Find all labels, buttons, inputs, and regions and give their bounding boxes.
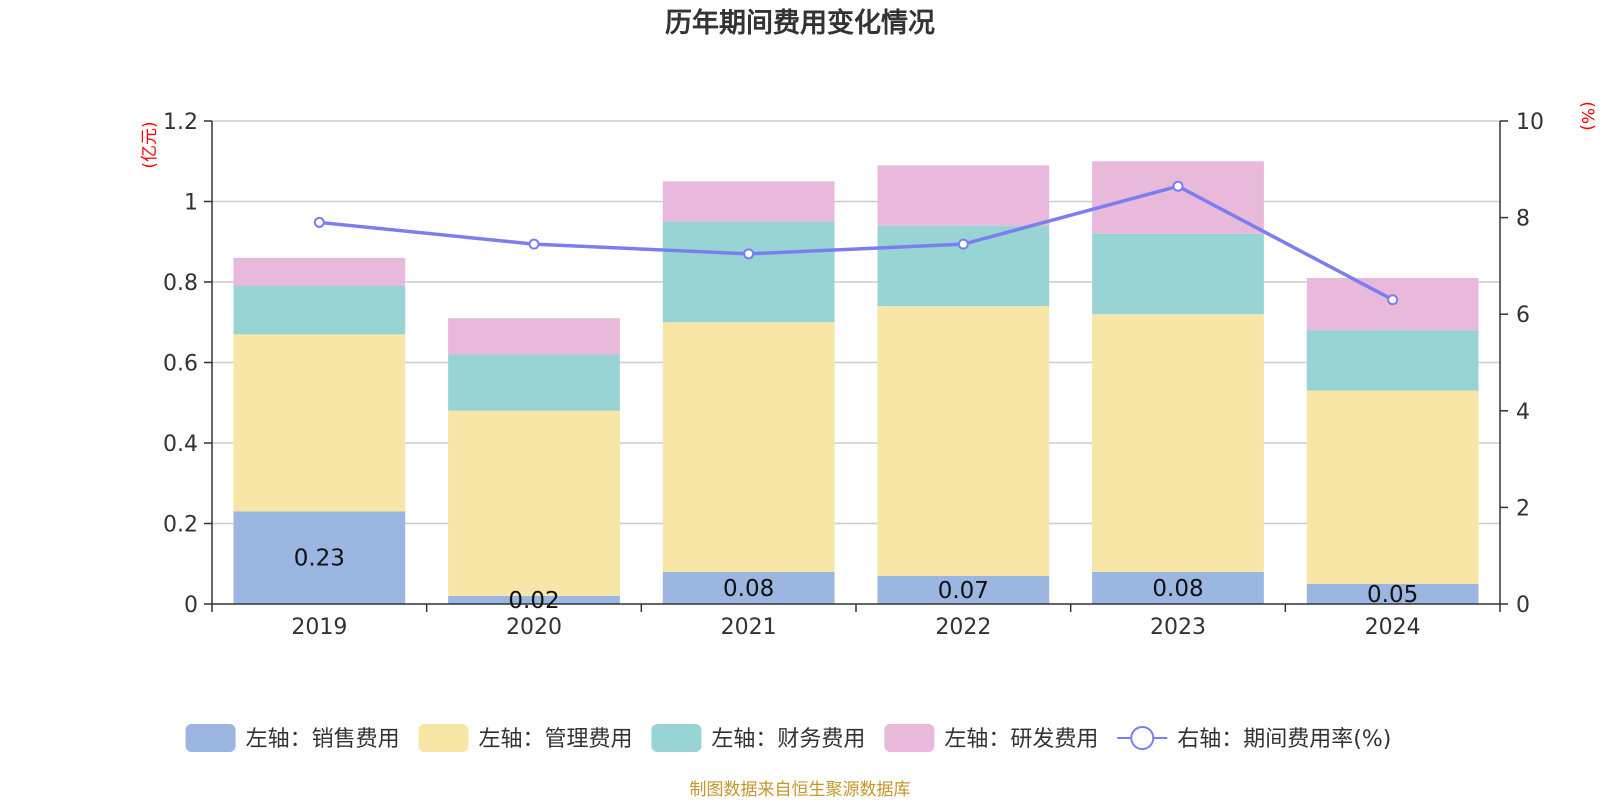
right-tick-label: 0 [1516,593,1530,618]
axes: 0 0.2 0.4 0.6 0.8 1 1.2 0 2 4 6 8 10 2019 2020 2021 2022… [140,101,1597,640]
left-axis-unit: (亿元) [140,121,160,168]
bar-label: 0.08 [1152,576,1203,602]
bar-label: 0.02 [508,588,559,614]
left-tick-label: 0.8 [163,271,198,296]
legend-label: 左轴：销售费用 [246,727,400,752]
legend-label: 左轴：财务费用 [711,727,865,752]
x-tick-label: 2024 [1365,615,1421,640]
legend-item[interactable]: 左轴：管理费用 [418,724,633,752]
bar-2022-s1 [877,306,1050,576]
bar-2022-s3 [877,165,1050,226]
bar-2023-s3 [1092,161,1264,234]
legend-label: 右轴：期间费用率(%) [1177,727,1391,752]
bar-2023-s2 [1092,233,1264,315]
legend-swatch [884,724,935,752]
bar-2024-s2 [1306,330,1479,391]
right-tick-label: 2 [1516,496,1530,521]
legend-item[interactable]: 右轴：期间费用率(%) [1117,726,1391,752]
bars [233,161,1479,604]
legend[interactable]: 左轴：销售费用 左轴：管理费用 左轴：财务费用 左轴：研发费用 右轴：期间费用率(%) [185,724,1392,752]
bar-label: 0.07 [938,578,989,604]
left-tick-label: 0.4 [163,432,198,457]
x-tick-label: 2019 [291,615,347,640]
rate-point [957,238,969,250]
bar-2019-s3 [233,257,406,287]
bar-label: 0.05 [1367,582,1418,608]
left-tick-label: 0.6 [163,352,198,377]
grid-lines [212,120,1500,525]
bar-2022-s0 [877,575,1050,604]
bar-2021-s3 [662,181,835,222]
x-tick-label: 2022 [935,615,991,640]
rate-line-path [319,184,1394,302]
legend-label: 左轴：管理费用 [479,727,633,752]
right-tick-label: 4 [1516,400,1530,425]
bar-2020-s2 [448,354,620,411]
x-tick-label: 2023 [1150,615,1206,640]
legend-swatch [651,724,702,752]
bar-2019-s1 [233,334,406,512]
rate-point [743,248,755,260]
legend-marker [1130,726,1155,750]
legend-item[interactable]: 左轴：研发费用 [884,724,1098,752]
bar-label: 0.23 [294,546,345,572]
left-tick-label: 1 [184,191,198,216]
bar-2021-s0 [662,571,835,604]
bar-2019-s0 [233,511,406,604]
right-tick-label: 6 [1516,303,1530,328]
legend-swatch [185,724,236,752]
bar-2021-s2 [662,221,835,323]
x-tick-label: 2020 [506,615,562,640]
chart-title: 历年期间费用变化情况 [665,7,935,39]
bar-2021-s1 [662,322,835,572]
rate-line [313,180,1399,306]
legend-swatch [418,724,469,752]
source-note: 制图数据来自恒生聚源数据库 [690,780,911,800]
left-tick-label: 1.2 [163,110,198,135]
right-tick-label: 10 [1516,110,1544,135]
legend-label: 左轴：研发费用 [944,727,1098,752]
bar-2020-s1 [448,410,620,596]
bar-2020-s0 [448,595,620,604]
bar-2019-s2 [233,286,406,335]
legend-item[interactable]: 左轴：财务费用 [651,724,865,752]
bar-2023-s1 [1092,314,1264,572]
rate-point [1172,180,1184,192]
bar-2024-s0 [1306,583,1479,604]
right-tick-label: 8 [1516,207,1530,232]
rate-point [1387,294,1399,306]
bar-2022-s2 [877,225,1050,307]
bar-labels: 0.23 0.02 0.08 0.07 0.08 0.05 [294,546,1419,614]
rate-point [528,238,540,250]
bar-2023-s0 [1092,571,1264,604]
bar-label: 0.08 [723,576,774,602]
right-axis-unit: (%) [1577,101,1597,130]
legend-item[interactable]: 左轴：销售费用 [185,724,400,752]
x-tick-label: 2021 [721,615,777,640]
bar-2024-s1 [1306,390,1479,584]
bar-2020-s3 [448,318,620,355]
left-tick-label: 0.2 [163,513,198,538]
rate-point [313,216,325,228]
left-tick-label: 0 [184,593,198,618]
